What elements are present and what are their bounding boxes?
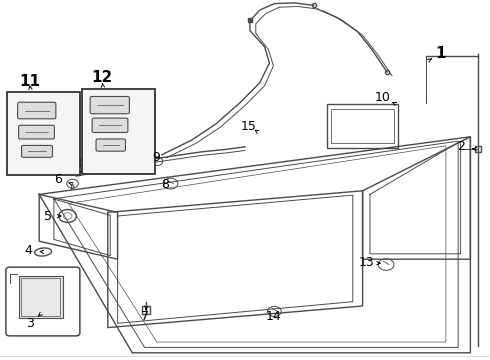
Text: 11: 11 [19,73,40,89]
Text: 2: 2 [457,140,465,153]
Bar [327,104,398,148]
Text: 7: 7 [141,310,149,323]
Text: 10: 10 [374,91,390,104]
Text: 15: 15 [241,120,257,132]
Text: 1: 1 [436,46,446,61]
FancyBboxPatch shape [18,102,56,119]
Text: 8: 8 [162,178,170,191]
Bar [82,89,155,174]
Text: 9: 9 [152,151,160,164]
FancyBboxPatch shape [92,118,128,132]
Text: 5: 5 [44,210,52,222]
Text: 13: 13 [359,256,374,269]
FancyBboxPatch shape [22,145,52,157]
Text: 4: 4 [24,244,32,257]
Bar [21,278,60,316]
FancyBboxPatch shape [19,125,54,139]
Text: 6: 6 [54,173,62,186]
Bar [331,109,394,143]
FancyBboxPatch shape [90,96,129,114]
Text: 14: 14 [266,310,281,323]
Bar [7,92,80,175]
FancyBboxPatch shape [96,139,125,151]
Text: 12: 12 [91,70,113,85]
Text: 3: 3 [26,317,34,330]
Bar [19,276,63,318]
